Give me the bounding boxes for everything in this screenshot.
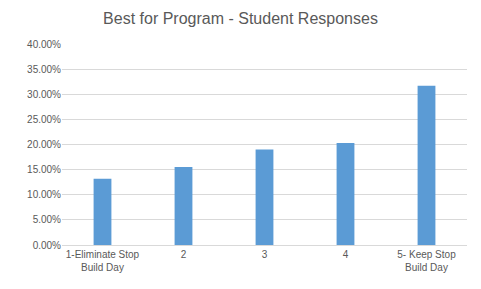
svg-text:5- Keep StopBuild Day: 5- Keep StopBuild Day	[397, 249, 456, 273]
svg-text:3: 3	[262, 249, 268, 260]
svg-text:4: 4	[343, 249, 349, 260]
svg-text:20.00%: 20.00%	[27, 139, 61, 150]
svg-text:1-Eliminate StopBuild Day: 1-Eliminate StopBuild Day	[66, 249, 140, 273]
svg-text:5.00%: 5.00%	[33, 214, 61, 225]
svg-text:35.00%: 35.00%	[27, 64, 61, 75]
svg-text:0.00%: 0.00%	[33, 240, 61, 251]
svg-text:25.00%: 25.00%	[27, 114, 61, 125]
svg-text:10.00%: 10.00%	[27, 189, 61, 200]
svg-text:Best for Program - Student Res: Best for Program - Student Responses	[103, 10, 378, 27]
svg-text:30.00%: 30.00%	[27, 89, 61, 100]
svg-text:40.00%: 40.00%	[27, 39, 61, 50]
svg-text:15.00%: 15.00%	[27, 164, 61, 175]
svg-text:2: 2	[181, 249, 187, 260]
